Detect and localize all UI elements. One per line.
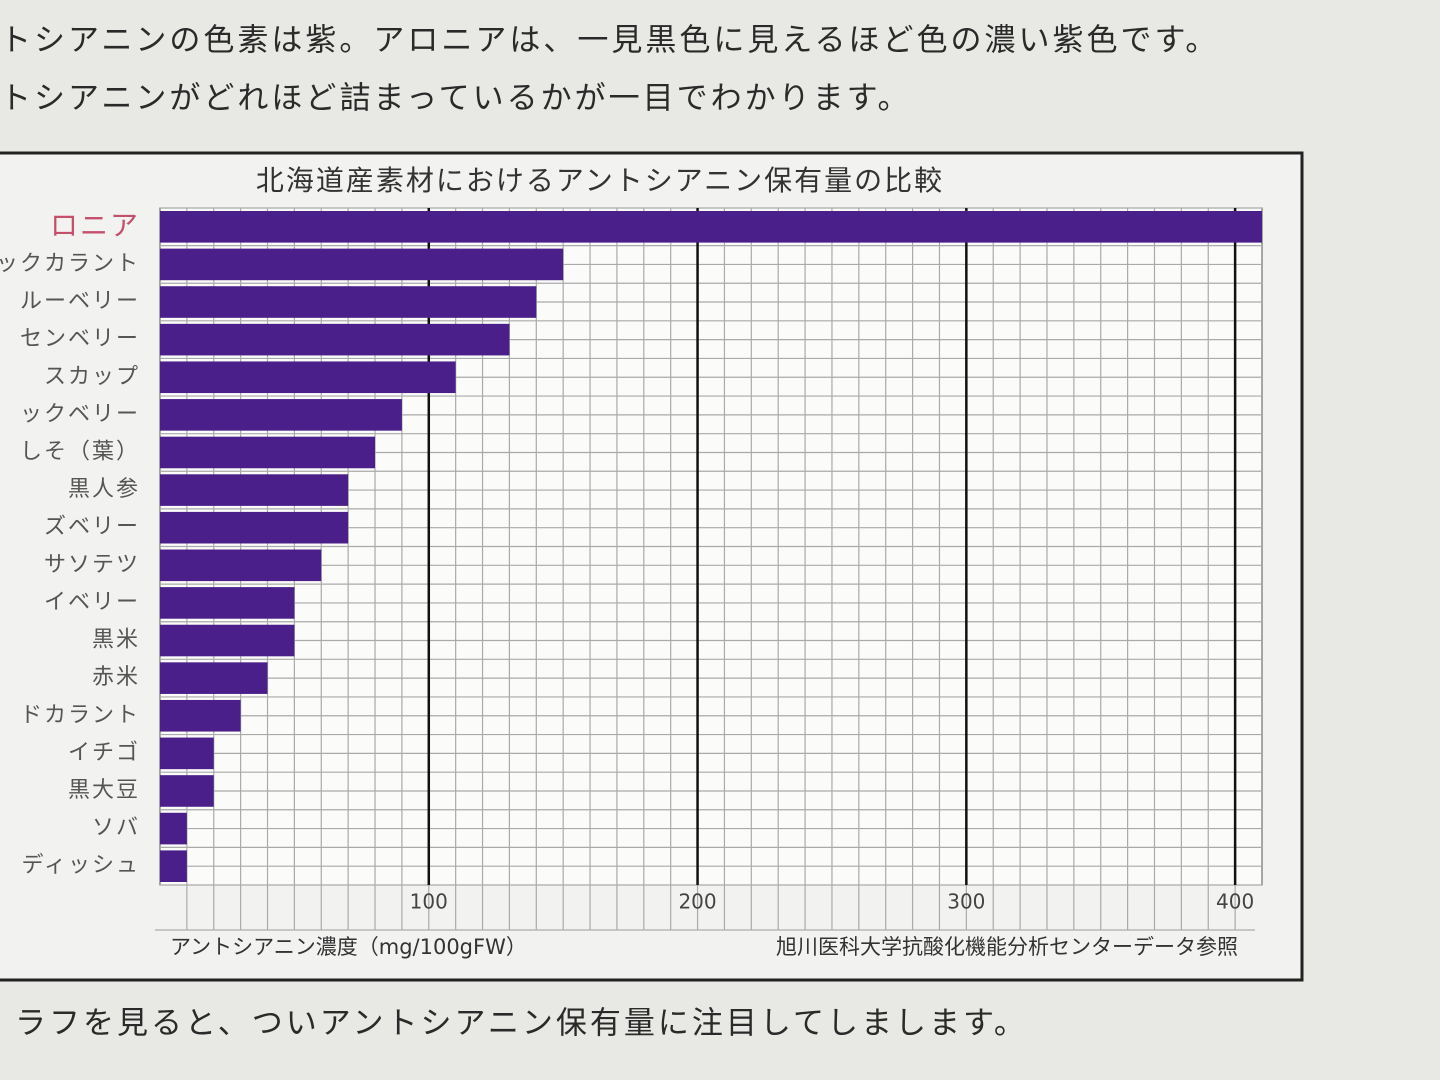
- bar: [160, 587, 295, 619]
- x-tick-label: 100: [410, 890, 448, 914]
- x-tick-label: 300: [947, 890, 985, 914]
- y-tick-label: スカップ: [44, 364, 140, 389]
- x-tick-label: 200: [678, 890, 716, 914]
- body-text: トシアニンの色素は紫。アロニアは、一見黒色に見えるほど色の濃い紫色です。: [0, 23, 1219, 59]
- bar: [160, 549, 322, 582]
- y-tick-label: 黒大豆: [68, 778, 140, 803]
- bar: [160, 737, 214, 770]
- x-axis-label: アントシアニン濃度（mg/100gFW）: [170, 935, 527, 959]
- body-text: ラフを見ると、ついアントシアニン保有量に注目してしまします。: [15, 1006, 1028, 1042]
- y-tick-label: しそ（葉）: [20, 439, 140, 464]
- bar: [160, 662, 268, 694]
- y-tick-label: イベリー: [44, 590, 140, 615]
- y-tick-label: ロニア: [50, 209, 140, 242]
- y-tick-label: ズベリー: [44, 515, 140, 540]
- y-tick-label: ックカラント: [0, 251, 140, 276]
- bar: [160, 436, 376, 469]
- bar: [160, 474, 349, 506]
- bar: [160, 286, 537, 318]
- y-tick-label: 赤米: [92, 665, 140, 690]
- body-text: トシアニンがどれほど詰まっているかが一目でわかります。: [0, 81, 912, 117]
- source-note: 旭川医科大学抗酸化機能分析センターデータ参照: [776, 935, 1238, 959]
- y-tick-label: イチゴ: [68, 740, 140, 765]
- bar: [160, 624, 295, 657]
- y-tick-label: ソバ: [92, 816, 140, 841]
- bar: [160, 248, 564, 281]
- y-tick-label: ドカラント: [20, 703, 140, 728]
- y-tick-label: サソテツ: [44, 552, 140, 577]
- x-tick-label: 400: [1216, 890, 1254, 914]
- bar: [160, 812, 187, 845]
- chart-title: 北海道産素材におけるアントシアニン保有量の比較: [256, 164, 944, 197]
- y-tick-label: センベリー: [20, 327, 140, 352]
- bar: [160, 323, 510, 356]
- bar: [160, 699, 241, 732]
- y-tick-label: ルーベリー: [20, 289, 140, 314]
- bar: [160, 399, 402, 431]
- y-tick-label: ディッシュ: [22, 853, 140, 878]
- bar: [160, 211, 1262, 243]
- y-tick-label: 黒人参: [68, 477, 140, 502]
- bar: [160, 775, 214, 807]
- y-tick-label: ックベリー: [20, 402, 140, 427]
- y-tick-label: 黒米: [92, 628, 140, 653]
- bar: [160, 361, 456, 394]
- bar: [160, 511, 349, 544]
- bar: [160, 850, 187, 882]
